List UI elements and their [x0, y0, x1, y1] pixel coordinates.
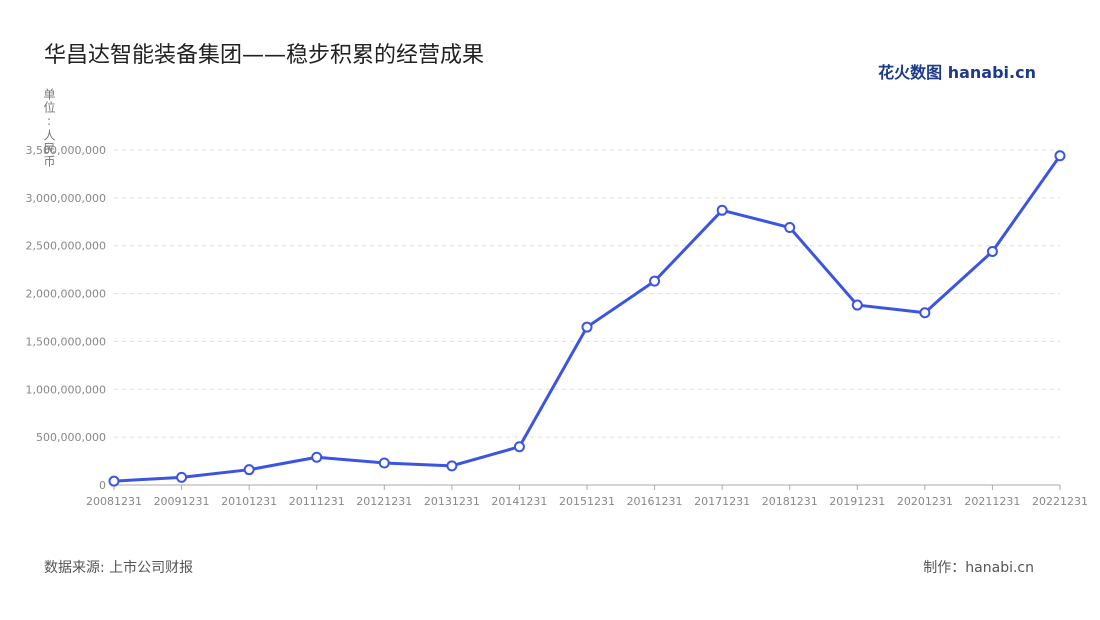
point — [986, 245, 998, 257]
point — [716, 204, 728, 216]
x-tick-label: 20181231 — [762, 495, 818, 508]
point — [1054, 150, 1066, 162]
x-tick-label: 20081231 — [86, 495, 142, 508]
point — [446, 460, 458, 472]
point — [243, 464, 255, 476]
point — [176, 471, 188, 483]
y-tick-label: 3,000,000,000 — [26, 192, 106, 205]
point — [378, 457, 390, 469]
source: 数据来源: 上市公司财报 — [44, 559, 193, 576]
y-tick-label: 500,000,000 — [36, 431, 106, 444]
x-tick-label: 20171231 — [694, 495, 750, 508]
x-tick-label: 20091231 — [154, 495, 210, 508]
point — [784, 222, 796, 234]
y-tick-label: 2,000,000,000 — [26, 288, 106, 301]
x-tick-label: 20161231 — [627, 495, 683, 508]
point — [649, 275, 661, 287]
point — [919, 307, 931, 319]
x-tick-label: 20111231 — [289, 495, 345, 508]
y-axis-label: 单位:人民币 — [42, 88, 56, 168]
credit: 制作：hanabi.cn — [923, 560, 1034, 576]
point — [311, 451, 323, 463]
x-tick-label: 20221231 — [1032, 495, 1088, 508]
y-tick-label: 1,500,000,000 — [26, 335, 106, 348]
x-tick-label: 20101231 — [221, 495, 277, 508]
y-tick-label: 0 — [99, 479, 106, 492]
x-tick-label: 20121231 — [356, 495, 412, 508]
x-tick-label: 20151231 — [559, 495, 615, 508]
x-tick-label: 20191231 — [829, 495, 885, 508]
x-tick-label: 20211231 — [964, 495, 1020, 508]
point — [513, 441, 525, 453]
line — [113, 154, 1062, 483]
point — [851, 299, 863, 311]
y-tick-label: 1,000,000,000 — [26, 383, 106, 396]
chart-title: 华昌达智能装备集团——稳步积累的经营成果 — [44, 43, 484, 68]
logo: 花火数图 hanabi.cn — [878, 63, 1036, 82]
x-tick-label: 20131231 — [424, 495, 480, 508]
x-tick-label: 20201231 — [897, 495, 953, 508]
x-tick-label: 20141231 — [491, 495, 547, 508]
point — [581, 321, 593, 333]
point — [108, 475, 120, 487]
y-tick-label: 2,500,000,000 — [26, 240, 106, 253]
y-tick-label: 3,500,000,000 — [26, 144, 106, 157]
